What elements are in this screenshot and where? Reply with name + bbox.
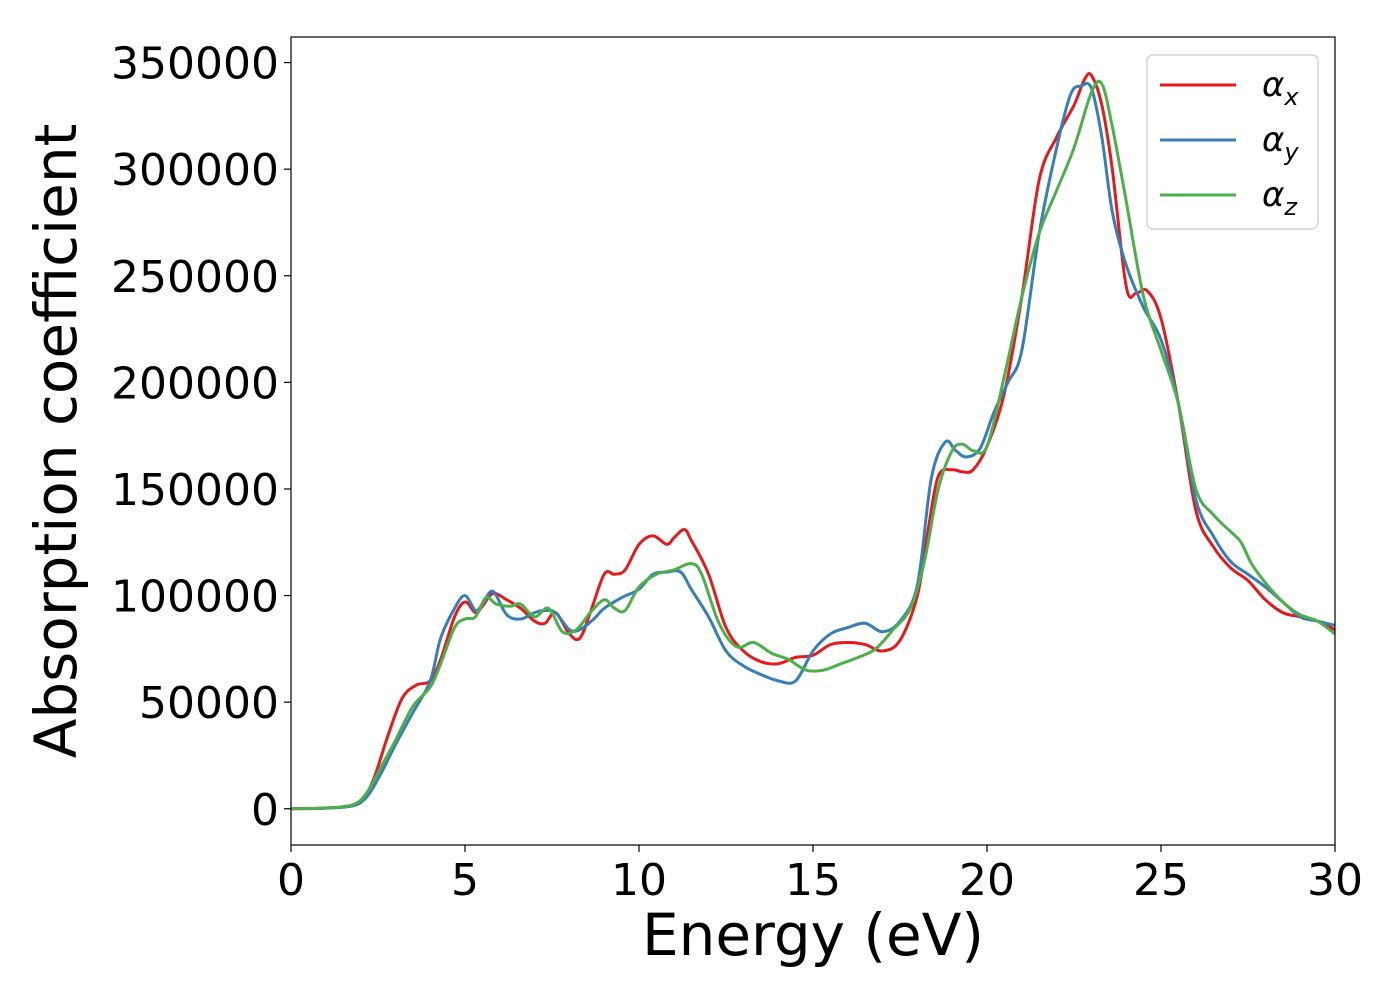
y-tick-label: 50000	[139, 678, 279, 729]
x-tick-label: 20	[959, 855, 1015, 906]
legend-label-y: αy	[1262, 120, 1299, 166]
y-tick-label: 350000	[111, 39, 279, 90]
y-tick-label: 250000	[111, 252, 279, 303]
series-line-z	[291, 79, 1335, 811]
y-tick-label: 0	[251, 785, 279, 836]
y-tick-label: 150000	[111, 465, 279, 516]
x-tick-label: 25	[1133, 855, 1189, 906]
x-tick-label: 15	[785, 855, 841, 906]
y-tick-label: 200000	[111, 358, 279, 409]
x-axis-title: Energy (eV)	[642, 901, 984, 969]
legend-label-z: αz	[1262, 175, 1298, 221]
y-axis: 0 50000 100000 150000 200000 250000 300000 3500…	[111, 39, 291, 836]
y-tick-label: 300000	[111, 145, 279, 196]
series-layer	[291, 72, 1335, 811]
legend-label-x: αx	[1262, 65, 1299, 111]
x-axis: 0 5 10 15 20 25 30	[277, 845, 1363, 906]
y-axis-title: Absorption coefficient	[22, 124, 90, 759]
legend: αx αy αz	[1146, 54, 1319, 230]
legend-box	[1146, 54, 1319, 230]
x-tick-label: 0	[277, 855, 305, 906]
y-tick-label: 100000	[111, 572, 279, 623]
x-tick-label: 30	[1307, 855, 1363, 906]
x-tick-label: 10	[611, 855, 667, 906]
x-tick-label: 5	[451, 855, 479, 906]
